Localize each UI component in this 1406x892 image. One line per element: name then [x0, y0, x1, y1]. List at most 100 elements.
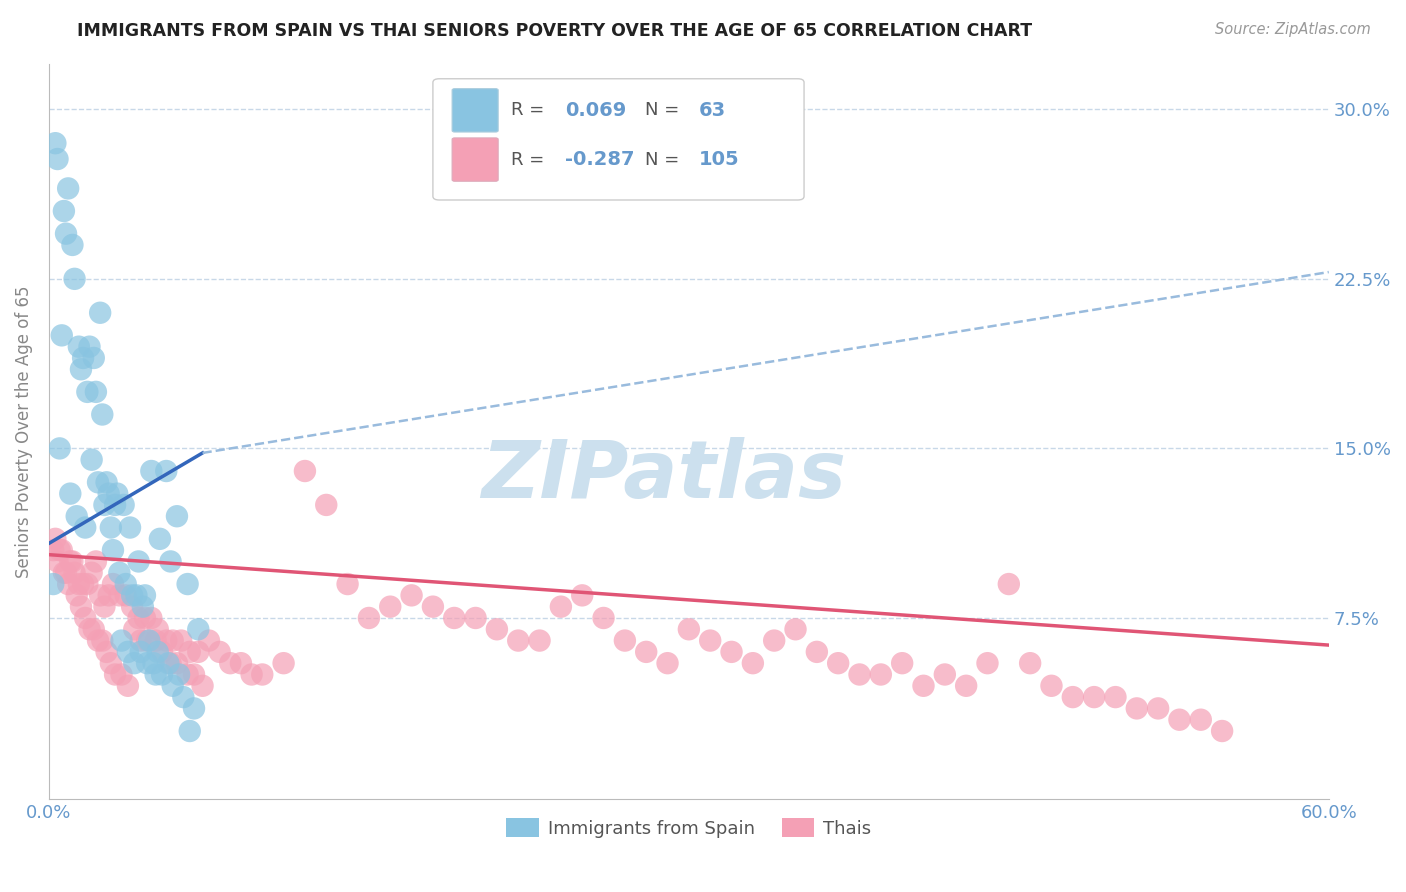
Point	[170, 633, 193, 648]
Point	[1147, 701, 1170, 715]
Text: N =: N =	[645, 102, 679, 120]
Point	[1062, 690, 1084, 704]
Point	[252, 667, 274, 681]
Point	[571, 588, 593, 602]
Point	[129, 633, 152, 648]
Point	[976, 656, 998, 670]
Point	[76, 577, 98, 591]
Point	[141, 464, 163, 478]
Point	[179, 645, 201, 659]
Point	[55, 227, 77, 241]
Point	[105, 486, 128, 500]
Point	[100, 656, 122, 670]
Point	[118, 520, 141, 534]
Y-axis label: Seniors Poverty Over the Age of 65: Seniors Poverty Over the Age of 65	[15, 285, 32, 578]
Point	[108, 566, 131, 580]
Point	[96, 475, 118, 490]
FancyBboxPatch shape	[453, 138, 498, 181]
Point	[89, 306, 111, 320]
FancyBboxPatch shape	[453, 88, 498, 132]
Point	[485, 622, 508, 636]
Point	[67, 577, 90, 591]
Point	[550, 599, 572, 614]
Point	[636, 645, 658, 659]
Point	[55, 566, 77, 580]
Point	[125, 588, 148, 602]
Point	[87, 633, 110, 648]
Point	[142, 656, 165, 670]
Point	[150, 667, 173, 681]
Point	[42, 577, 65, 591]
Point	[208, 645, 231, 659]
Point	[117, 679, 139, 693]
FancyBboxPatch shape	[433, 78, 804, 200]
Point	[91, 633, 114, 648]
Point	[149, 532, 172, 546]
Point	[80, 452, 103, 467]
Point	[357, 611, 380, 625]
Point	[112, 498, 135, 512]
Point	[955, 679, 977, 693]
Point	[48, 543, 70, 558]
Point	[72, 577, 94, 591]
Point	[1104, 690, 1126, 704]
Point	[176, 577, 198, 591]
Text: N =: N =	[645, 151, 679, 169]
Point	[80, 566, 103, 580]
Text: R =: R =	[510, 102, 544, 120]
Point	[124, 622, 146, 636]
Point	[720, 645, 742, 659]
Point	[91, 408, 114, 422]
Point	[1126, 701, 1149, 715]
Point	[162, 679, 184, 693]
Point	[108, 588, 131, 602]
Point	[70, 362, 93, 376]
Point	[42, 543, 65, 558]
Point	[934, 667, 956, 681]
Point	[464, 611, 486, 625]
Point	[198, 633, 221, 648]
Point	[229, 656, 252, 670]
Point	[104, 667, 127, 681]
Point	[93, 599, 115, 614]
Point	[1168, 713, 1191, 727]
Point	[741, 656, 763, 670]
Point	[51, 543, 73, 558]
Point	[219, 656, 242, 670]
Point	[134, 588, 156, 602]
Text: -0.287: -0.287	[565, 150, 634, 169]
Point	[699, 633, 721, 648]
Point	[508, 633, 530, 648]
Point	[46, 554, 69, 568]
Point	[62, 554, 84, 568]
Point	[48, 442, 70, 456]
Point	[138, 633, 160, 648]
Point	[167, 667, 190, 681]
Point	[155, 633, 177, 648]
Point	[121, 588, 143, 602]
Point	[117, 645, 139, 659]
Point	[136, 656, 159, 670]
Text: 105: 105	[699, 150, 740, 169]
Point	[1019, 656, 1042, 670]
Point	[75, 520, 97, 534]
Point	[294, 464, 316, 478]
Point	[141, 611, 163, 625]
Point	[827, 656, 849, 670]
Point	[76, 384, 98, 399]
Point	[83, 622, 105, 636]
Point	[998, 577, 1021, 591]
Point	[146, 622, 169, 636]
Point	[110, 667, 132, 681]
Point	[380, 599, 402, 614]
Point	[1040, 679, 1063, 693]
Point	[145, 633, 167, 648]
Point	[97, 486, 120, 500]
Point	[79, 340, 101, 354]
Point	[187, 645, 209, 659]
Point	[51, 328, 73, 343]
Point	[529, 633, 551, 648]
Point	[87, 475, 110, 490]
Point	[72, 351, 94, 365]
Point	[83, 351, 105, 365]
